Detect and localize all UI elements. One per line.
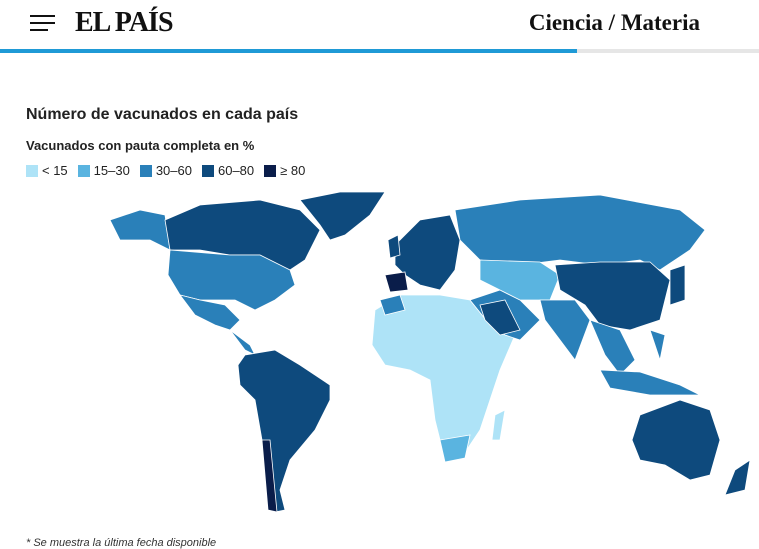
uk[interactable] <box>387 234 401 259</box>
south-america[interactable] <box>237 349 331 513</box>
legend-label: 60–80 <box>217 163 255 178</box>
legend-label: < 15 <box>42 163 68 178</box>
legend: < 15 15–30 30–60 60–80 ≥ 80 <box>26 163 305 178</box>
legend-swatch <box>139 164 152 177</box>
alaska[interactable] <box>109 209 171 251</box>
greenland[interactable] <box>299 191 386 241</box>
africa[interactable] <box>371 294 516 461</box>
australia[interactable] <box>631 399 721 481</box>
new-zealand[interactable] <box>724 459 751 496</box>
world-map <box>109 191 751 513</box>
japan[interactable] <box>669 264 686 306</box>
chile[interactable] <box>261 439 278 513</box>
china-mongolia[interactable] <box>554 261 671 331</box>
progress <box>0 49 577 53</box>
philippines[interactable] <box>649 329 666 362</box>
europe[interactable] <box>394 214 461 291</box>
canada[interactable] <box>164 199 321 271</box>
legend-swatch <box>264 164 277 177</box>
legend-label: 15–30 <box>93 163 130 178</box>
countries <box>109 191 751 513</box>
section-name[interactable]: Ciencia / Materia <box>528 10 700 35</box>
saudi-arabia[interactable] <box>479 299 521 336</box>
legend-swatch <box>77 164 90 177</box>
usa[interactable] <box>167 249 296 311</box>
central-asia[interactable] <box>479 259 561 301</box>
legend-swatch <box>26 164 38 177</box>
legend-item: 30–60 <box>139 163 192 178</box>
progress-bar <box>0 49 759 53</box>
legend-item: 15–30 <box>77 163 130 178</box>
madagascar[interactable] <box>491 409 506 441</box>
central-america[interactable] <box>229 329 256 356</box>
legend-item: 60–80 <box>201 163 255 178</box>
india[interactable] <box>539 299 591 361</box>
legend-label: ≥ 80 <box>280 163 306 178</box>
southeast-asia[interactable] <box>589 319 636 376</box>
legend-item: ≥ 80 <box>264 163 305 178</box>
spain-portugal[interactable] <box>384 271 409 293</box>
mexico[interactable] <box>179 294 241 331</box>
russia[interactable] <box>454 194 706 271</box>
indonesia[interactable] <box>599 369 701 396</box>
south-africa[interactable] <box>439 434 471 463</box>
menu-button[interactable] <box>30 15 55 31</box>
legend-swatch <box>201 164 214 177</box>
legend-item: < 15 <box>26 163 68 178</box>
legend-label: 30–60 <box>155 163 192 178</box>
map-title: Número de vacunados en cada país <box>26 106 299 123</box>
logo[interactable]: EL PAÍS <box>75 7 174 38</box>
morocco[interactable] <box>379 294 406 316</box>
map-subtitle: Vacunados con pauta completa en % <box>26 138 255 153</box>
header: EL PAÍS Ciencia / Materia <box>0 0 759 50</box>
footnote: * Se muestra la última fecha disponible <box>26 537 217 549</box>
